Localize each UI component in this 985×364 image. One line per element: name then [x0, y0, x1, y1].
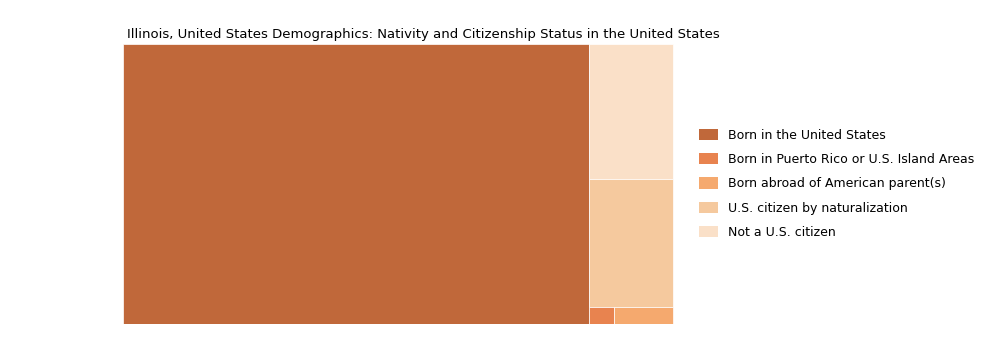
Bar: [123, 44, 589, 324]
Legend: Born in the United States, Born in Puerto Rico or U.S. Island Areas, Born abroad: Born in the United States, Born in Puert…: [694, 124, 979, 244]
Bar: [589, 306, 615, 324]
Bar: [615, 306, 673, 324]
Text: Illinois, United States Demographics: Nativity and Citizenship Status in the Uni: Illinois, United States Demographics: Na…: [127, 28, 720, 41]
Bar: [589, 44, 673, 179]
Bar: [589, 179, 673, 306]
